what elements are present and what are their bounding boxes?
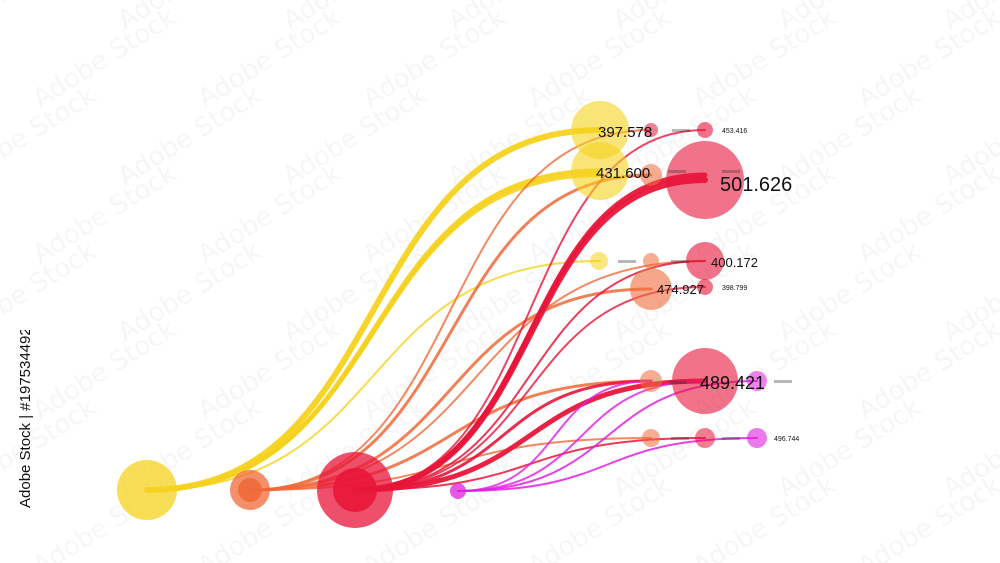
watermark-text: Adobe Stock <box>193 158 347 270</box>
target-node <box>571 101 629 159</box>
watermark-text: Adobe Stock <box>688 470 842 563</box>
tiny-annotation <box>671 437 689 440</box>
secondary-node <box>695 428 715 448</box>
flow-line <box>353 379 653 492</box>
secondary-node <box>644 123 658 137</box>
watermark-text: Adobe Stock <box>193 314 347 426</box>
target-node <box>571 142 629 200</box>
tiny-annotation <box>671 260 689 263</box>
flow-line <box>352 378 708 493</box>
flow-line <box>354 260 706 491</box>
tiny-annotation <box>668 170 686 173</box>
target-node <box>630 268 672 310</box>
value-label: 453.416 <box>722 128 747 135</box>
value-label: 474.927 <box>657 282 704 297</box>
watermark-text: Adobe Stock <box>608 392 762 504</box>
watermark-text: Adobe Stock <box>773 236 927 348</box>
watermark-text: Adobe Stock <box>523 314 677 426</box>
source-node <box>450 483 466 499</box>
tiny-annotation <box>618 260 636 263</box>
value-labels: 397.578 453.416 431.600 501.626 400.172 474.9… <box>596 124 799 443</box>
watermark-text: Adobe Stock <box>0 0 101 36</box>
target-node <box>697 122 713 138</box>
watermark-text: Adobe Stock <box>688 2 842 114</box>
secondary-node <box>640 164 662 186</box>
watermark-text: Adobe Stock <box>278 80 432 192</box>
watermark-text: Adobe Stock <box>523 2 677 114</box>
value-label: 489.421 <box>700 373 765 393</box>
value-label: 400.172 <box>711 255 758 270</box>
target-node <box>697 279 713 295</box>
stock-id-text: Adobe Stock | #197534492 <box>17 330 34 508</box>
target-node <box>672 348 738 414</box>
watermark-text: Adobe Stock <box>853 2 1000 114</box>
source-nodes <box>117 452 466 528</box>
secondary-node <box>747 371 767 391</box>
flow-line <box>354 129 706 491</box>
tiny-annotation <box>672 129 690 132</box>
source-node <box>117 460 177 520</box>
watermark-text: Adobe Stock <box>28 2 182 114</box>
watermark-text: Adobe Stock <box>773 392 927 504</box>
value-label: 431.600 <box>596 165 650 182</box>
target-node <box>666 141 744 219</box>
value-label: 501.626 <box>720 174 792 196</box>
secondary-node <box>643 253 659 269</box>
watermark-text: Adobe Stock <box>773 80 927 192</box>
tiny-annotation <box>722 437 740 440</box>
watermark-text: Adobe Stock <box>853 470 1000 563</box>
target-node <box>747 428 767 448</box>
flow-line <box>145 173 602 492</box>
tiny-annotation <box>774 380 792 383</box>
source-node-core <box>238 478 262 502</box>
flow-line <box>352 172 708 493</box>
tiny-annotation <box>669 381 687 384</box>
target-node <box>686 242 724 280</box>
secondary-node <box>642 429 660 447</box>
watermark-text: Adobe Stock <box>358 2 512 114</box>
value-label: 496.744 <box>774 436 799 443</box>
secondary-node <box>640 370 662 392</box>
target-nodes <box>571 101 767 448</box>
source-node-core <box>333 468 377 512</box>
flow-line <box>457 380 652 492</box>
watermark-text: Adobe Stock <box>193 2 347 114</box>
watermark-text: Adobe Stock <box>28 158 182 270</box>
watermark-text: Adobe Stock <box>853 158 1000 270</box>
stock-id-label: Adobe Stock | #197534492 <box>17 330 34 508</box>
secondary-node <box>590 252 608 270</box>
tiny-annotation <box>722 170 740 173</box>
watermark-text: Adobe Stock <box>853 314 1000 426</box>
watermark-text: Adobe Stock <box>113 236 267 348</box>
value-label: 397.578 <box>598 124 652 141</box>
value-label: 398.799 <box>722 285 747 292</box>
watermark-text: Adobe Stock <box>113 80 267 192</box>
watermark-text: Adobe Stock <box>28 314 182 426</box>
